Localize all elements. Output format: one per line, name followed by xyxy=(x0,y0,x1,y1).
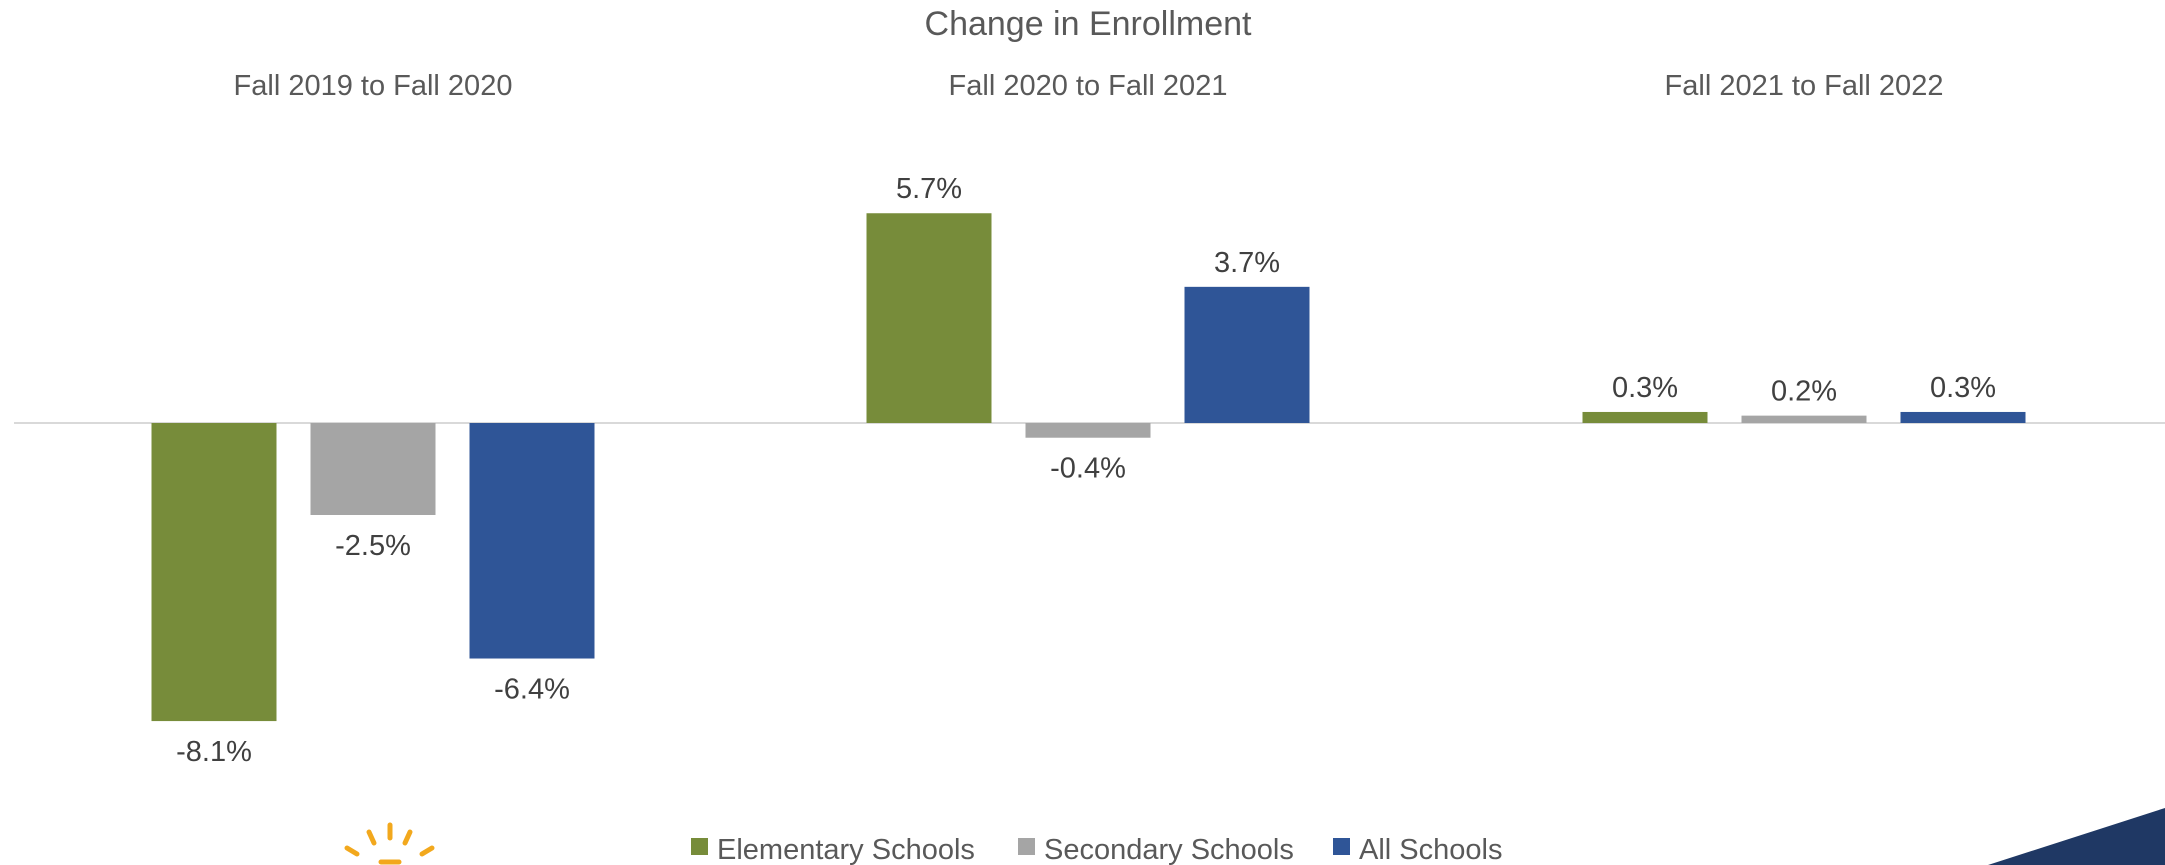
sunburst-logo-icon xyxy=(344,822,435,865)
chart-title: Change in Enrollment xyxy=(925,5,1253,43)
data-label-secondary-1: -2.5% xyxy=(335,530,411,562)
bar-secondary-1 xyxy=(310,423,436,515)
legend-swatch-all xyxy=(1333,838,1350,855)
data-label-elementary-3: 0.3% xyxy=(1612,372,1678,404)
bar-all-2 xyxy=(1184,286,1310,423)
bars-layer xyxy=(151,213,2026,722)
bar-elementary-3 xyxy=(1582,411,1708,423)
data-label-secondary-3: 0.2% xyxy=(1771,376,1837,408)
corner-decoration xyxy=(1988,808,2165,865)
group-label-1: Fall 2019 to Fall 2020 xyxy=(234,70,513,102)
bar-elementary-2 xyxy=(866,213,992,423)
bar-secondary-2 xyxy=(1025,423,1151,438)
bar-secondary-3 xyxy=(1741,415,1867,423)
data-label-elementary-2: 5.7% xyxy=(896,173,962,205)
group-label-2: Fall 2020 to Fall 2021 xyxy=(949,70,1228,102)
legend-swatch-elementary xyxy=(691,838,708,855)
data-labels-layer: -8.1% -2.5% -6.4% 5.7% -0.4% 3.7% 0.3% 0.2% 0.3% xyxy=(176,173,1996,768)
data-label-all-2: 3.7% xyxy=(1214,247,1280,279)
legend-label-all: All Schools xyxy=(1359,834,1502,865)
legend-label-elementary: Elementary Schools xyxy=(717,834,975,865)
legend: Elementary Schools Secondary Schools All… xyxy=(691,834,1502,865)
data-label-all-1: -6.4% xyxy=(494,674,570,706)
bar-elementary-1 xyxy=(151,423,277,722)
legend-label-secondary: Secondary Schools xyxy=(1044,834,1294,865)
data-label-all-3: 0.3% xyxy=(1930,372,1996,404)
bar-all-1 xyxy=(469,423,595,659)
legend-swatch-secondary xyxy=(1018,838,1035,855)
data-label-secondary-2: -0.4% xyxy=(1050,453,1126,485)
data-label-elementary-1: -8.1% xyxy=(176,736,252,768)
bar-all-3 xyxy=(1900,411,2026,423)
group-label-3: Fall 2021 to Fall 2022 xyxy=(1665,70,1944,102)
